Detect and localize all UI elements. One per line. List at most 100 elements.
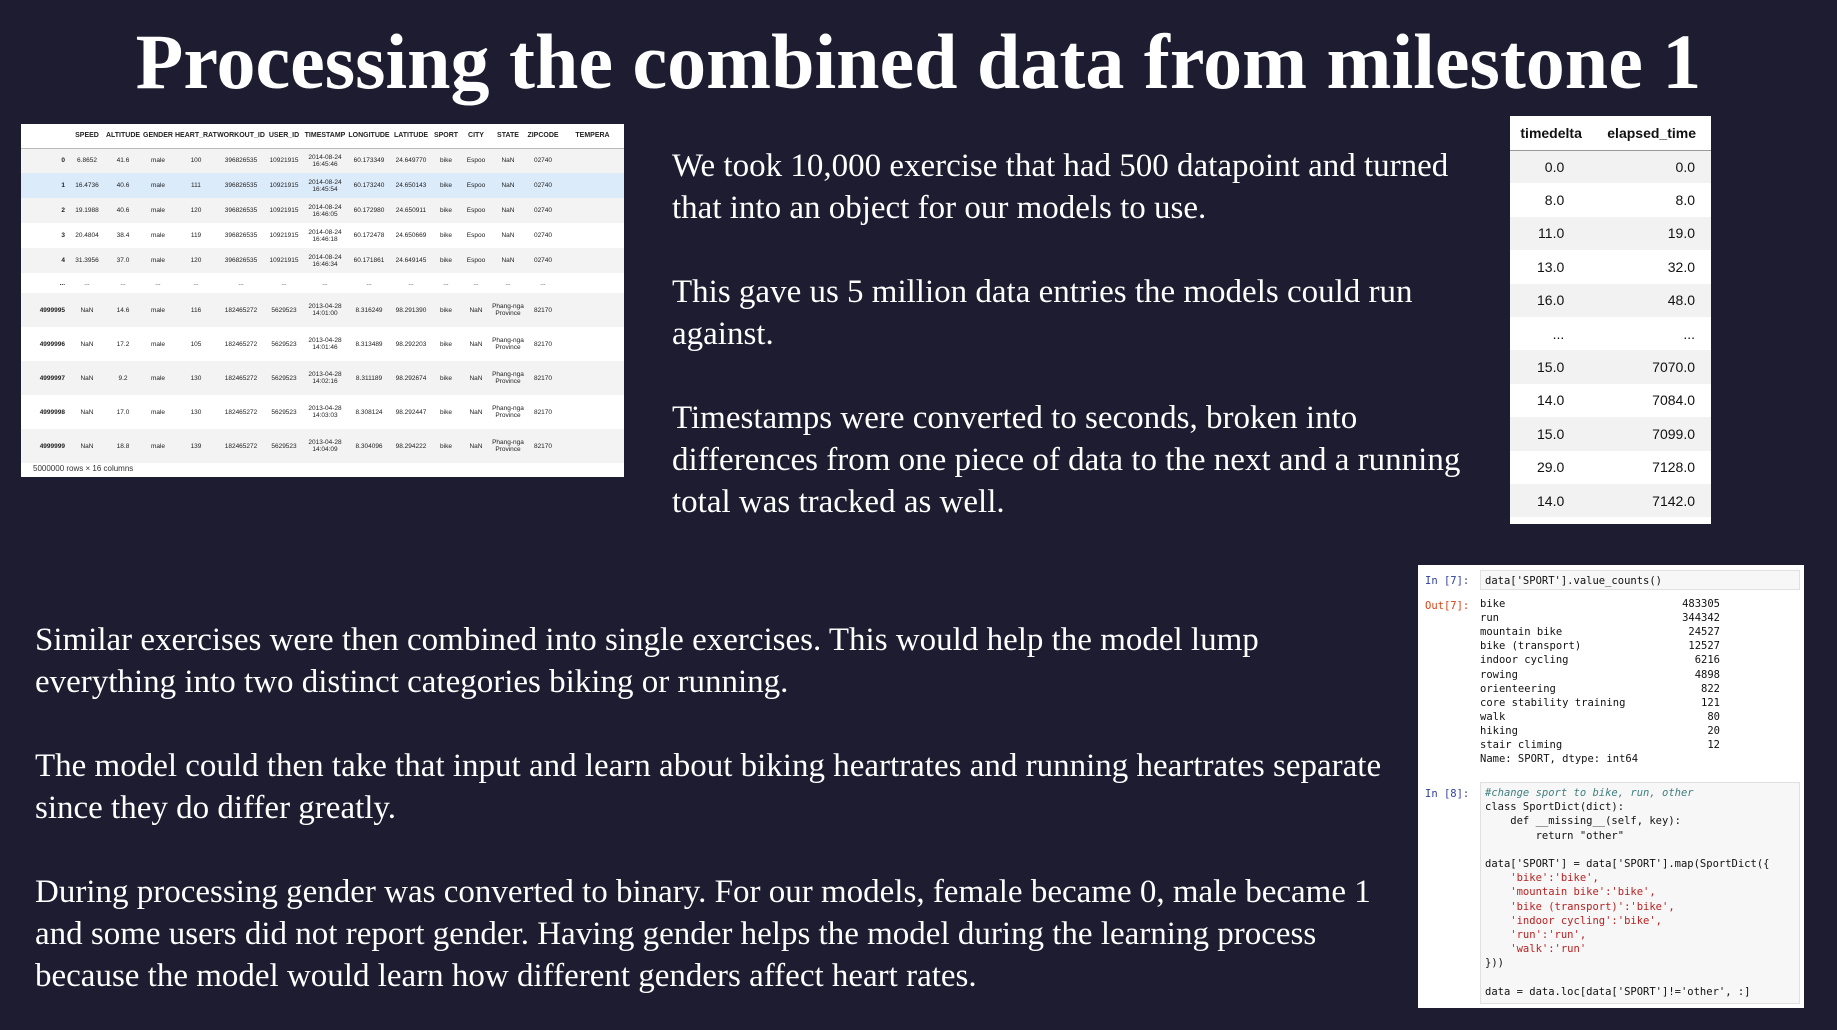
table-cell: 38.4 xyxy=(116,232,130,239)
table-row: 3 20.4804 38.4 male 119 396826535 10921915 2014… xyxy=(21,223,624,248)
table-cell: bike xyxy=(431,198,461,223)
paragraph: We took 10,000 exercise that had 500 dat… xyxy=(672,148,1449,226)
table-cell: 60.173240 xyxy=(347,173,391,198)
table-cell: 41.6 xyxy=(105,148,141,173)
table-cell: 10921915 xyxy=(265,173,303,198)
code-line: 'mountain bike':'bike', xyxy=(1485,886,1656,899)
output-count: 121 xyxy=(1701,696,1720,709)
table-cell xyxy=(561,327,624,361)
table-cell: 182465272 xyxy=(217,293,265,327)
row-index: 4999998 xyxy=(39,408,65,416)
table-cell: 0.0 xyxy=(1510,150,1593,184)
table-row: 4999999 NaN 18.8 male 139 182465272 5629523 201… xyxy=(21,429,624,463)
table-cell: bike xyxy=(431,248,461,273)
table-cell: ... xyxy=(366,279,372,287)
table-cell: NaN xyxy=(491,148,525,173)
table-cell: Espoo xyxy=(461,148,491,173)
column-header xyxy=(21,124,69,149)
table-row: 4999996 NaN 17.2 male 105 182465272 5629523 201… xyxy=(21,327,624,361)
table-cell: 24.649770 xyxy=(391,148,431,173)
table-cell: 182465272 xyxy=(224,408,258,416)
table-cell: ... xyxy=(238,279,244,287)
table-cell: 130 xyxy=(175,361,217,395)
output-label: bike xyxy=(1480,598,1506,610)
table-cell: 02740 xyxy=(525,148,561,173)
output-label: run xyxy=(1480,612,1499,625)
row-index: 4999995 xyxy=(21,293,69,327)
table-cell: 7099.0 xyxy=(1592,417,1711,451)
table-cell: 17.2 xyxy=(116,340,130,348)
output-label: stair climing xyxy=(1480,739,1563,751)
column-header: GENDER xyxy=(141,124,175,149)
table-cell: 15.0 xyxy=(1510,417,1593,451)
table-cell: 182465272 xyxy=(217,429,265,463)
table-row: 1 16.4736 40.6 male 111 396826535 10921915 2014… xyxy=(21,173,624,198)
column-header: timedelta xyxy=(1510,116,1593,151)
table-cell xyxy=(561,361,624,395)
table-cell: 2013-04-28 14:04:09 xyxy=(303,429,347,463)
table-cell: 98.292674 xyxy=(391,361,431,395)
table-cell: NaN xyxy=(491,248,525,273)
table-cell: male xyxy=(150,408,166,416)
table-cell: 82170 xyxy=(525,429,561,463)
table-cell: 98.292447 xyxy=(395,408,427,416)
table-cell: male xyxy=(150,232,166,239)
table-cell: bike xyxy=(431,293,461,327)
table-cell: NaN xyxy=(69,293,105,327)
dataframe-shape-note: 5000000 rows × 16 columns xyxy=(33,464,134,473)
table-cell: 8.313489 xyxy=(355,340,383,348)
table-cell: 82170 xyxy=(533,408,553,416)
table-cell: 2013-04-28 14:03:03 xyxy=(308,405,342,419)
table-cell: 17.0 xyxy=(116,408,130,416)
table-cell: ... xyxy=(1683,325,1695,342)
table-cell: 10921915 xyxy=(265,148,303,173)
table-cell: 8.0 xyxy=(1544,192,1565,209)
paragraph: Timestamps were converted to seconds, br… xyxy=(672,400,1461,520)
row-index: 1 xyxy=(21,173,69,198)
row-index: 4999999 xyxy=(21,429,69,463)
table-cell: 396826535 xyxy=(217,173,265,198)
table-cell: 120 xyxy=(175,248,217,273)
table-cell: ... xyxy=(1552,325,1565,342)
table-cell: bike xyxy=(440,232,452,239)
table-cell: bike xyxy=(431,148,461,173)
table-cell: NaN xyxy=(80,408,94,416)
table-cell: ... xyxy=(443,279,449,287)
column-header: TEMPERA xyxy=(561,124,624,149)
intro-text: We took 10,000 exercise that had 500 dat… xyxy=(672,145,1462,523)
table-cell: 111 xyxy=(175,173,217,198)
table-cell: 98.294222 xyxy=(391,429,431,463)
table-cell: 0.0 xyxy=(1592,150,1711,184)
table-cell: bike xyxy=(431,429,461,463)
table-cell: 105 xyxy=(190,340,202,348)
output-count: 483305 xyxy=(1682,598,1720,610)
column-header: LATITUDE xyxy=(391,124,431,149)
table-cell: 2013-04-28 14:02:16 xyxy=(303,361,347,395)
output-count: 12527 xyxy=(1688,640,1720,653)
table-cell: male xyxy=(141,198,175,223)
table-cell: NaN xyxy=(69,361,105,395)
output-count: 20 xyxy=(1707,724,1720,737)
table-cell: 8.308124 xyxy=(355,408,383,416)
output-count: 822 xyxy=(1701,682,1720,695)
paragraph: This gave us 5 million data entries the … xyxy=(672,274,1413,352)
column-header: LONGITUDE xyxy=(347,124,391,149)
table-cell: Espoo xyxy=(461,248,491,273)
row-index: 0 xyxy=(21,148,69,173)
code-line: 'walk':'run' xyxy=(1485,943,1587,956)
table-cell: 10921915 xyxy=(269,232,299,239)
table-cell: 7142.0 xyxy=(1592,483,1711,518)
column-header: STATE xyxy=(491,124,525,149)
code-line: })) xyxy=(1485,957,1504,970)
table-cell: 8.304096 xyxy=(347,429,391,463)
processing-text: Similar exercises were then combined int… xyxy=(35,619,1395,997)
row-index: 4 xyxy=(21,248,69,273)
slide-title: Processing the combined data from milest… xyxy=(135,18,1702,105)
table-cell: 20.4804 xyxy=(75,232,99,239)
code-line: 'bike (transport)':'bike', xyxy=(1485,900,1675,913)
table-cell: 11.0 xyxy=(1510,216,1593,251)
output-count: 4898 xyxy=(1694,668,1720,681)
table-cell: Phang-nga Province xyxy=(492,405,524,419)
table-cell: 15.0 xyxy=(1510,350,1593,384)
table-cell: 13.0 xyxy=(1537,258,1565,275)
